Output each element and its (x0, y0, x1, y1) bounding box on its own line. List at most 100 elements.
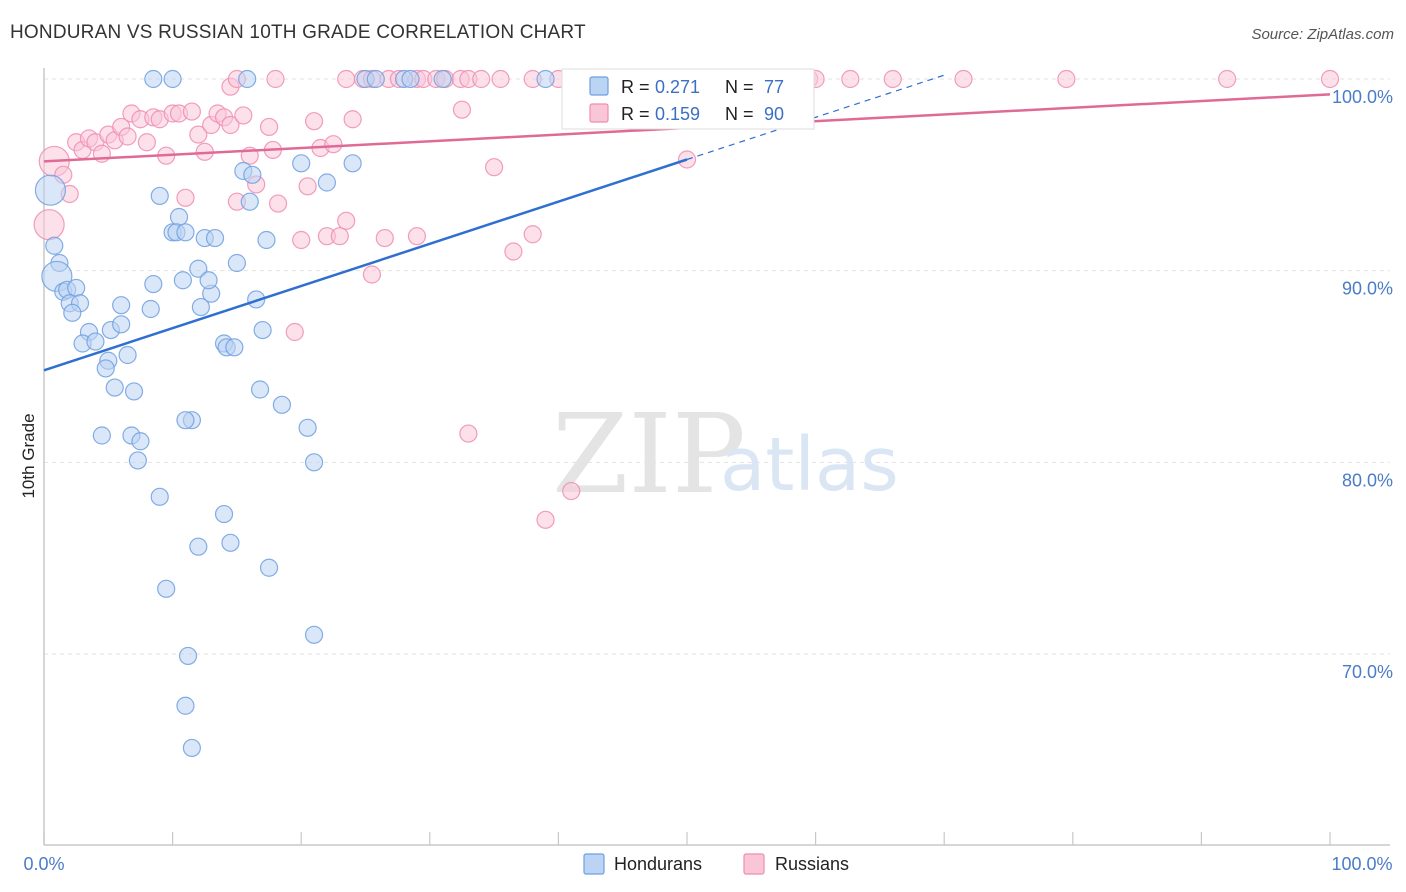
point-hondurans (227, 253, 246, 273)
point-russians (337, 211, 356, 230)
point-russians (189, 125, 208, 144)
y-tick-label: 70.0% (1342, 662, 1393, 682)
legend-r-value-hondurans: 0.271 (655, 77, 700, 97)
point-hondurans (128, 451, 147, 470)
legend-r-label-russians: R = (621, 104, 650, 124)
point-hondurans (63, 303, 82, 322)
y-tick-label: 90.0% (1342, 279, 1393, 299)
point-russians (259, 117, 279, 137)
point-hondurans (118, 345, 137, 365)
point-russians (343, 110, 362, 129)
point-hondurans (317, 173, 337, 192)
point-hondurans (176, 223, 195, 242)
legend-n-label-hondurans: N = (725, 77, 754, 97)
y-tick-labels: 100.0% 90.0% 80.0% 70.0% (1332, 87, 1393, 682)
point-hondurans (86, 332, 105, 351)
point-russians (137, 133, 156, 152)
point-russians (954, 69, 973, 89)
point-hondurans (240, 192, 259, 211)
point-russians (491, 69, 510, 89)
series-legend-swatch-hondurans (583, 853, 605, 875)
point-hondurans (343, 154, 362, 173)
point-russians (536, 510, 555, 529)
point-russians (562, 481, 581, 501)
point-hondurans (178, 646, 198, 666)
point-russians (407, 227, 427, 246)
point-russians (375, 228, 394, 248)
point-hondurans (144, 69, 163, 89)
series-legend-swatch-russians (743, 853, 765, 875)
watermark-zip: ZIP (552, 390, 746, 518)
point-hondurans (304, 453, 324, 472)
legend-swatch-hondurans (589, 76, 609, 96)
point-russians (1218, 69, 1237, 89)
y-axis-label: 10th Grade (19, 413, 38, 498)
point-hondurans (225, 338, 244, 357)
point-hondurans (112, 296, 131, 315)
legend-swatch-russians (589, 103, 609, 123)
point-russians (304, 112, 324, 131)
point-russians (472, 69, 491, 89)
point-hondurans (257, 230, 276, 250)
point-hondurans (144, 274, 163, 294)
point-hondurans (238, 69, 257, 89)
watermark-atlas: atlas (720, 422, 899, 508)
point-hondurans (214, 504, 234, 524)
x-tick-label-max: 100.0% (1331, 854, 1392, 874)
point-russians (285, 322, 304, 342)
point-russians (330, 227, 349, 246)
point-hondurans (124, 382, 144, 401)
point-hondurans (34, 174, 67, 206)
point-russians (337, 69, 356, 89)
point-hondurans (247, 290, 266, 309)
legend-n-value-hondurans: 77 (764, 77, 784, 97)
point-hondurans (182, 738, 201, 758)
point-russians (266, 69, 285, 89)
point-hondurans (433, 69, 452, 89)
point-hondurans (105, 378, 124, 397)
point-russians (182, 102, 201, 121)
trend-line-hondurans (43, 158, 688, 372)
series-legend: Hondurans Russians (583, 853, 849, 875)
x-tick-label-min: 0.0% (23, 854, 64, 874)
point-hondurans (189, 537, 208, 556)
point-hondurans (150, 487, 169, 506)
point-hondurans (243, 165, 262, 184)
point-hondurans (189, 259, 208, 278)
point-russians (324, 135, 343, 154)
series-legend-label-russians: Russians (775, 854, 849, 874)
point-russians (292, 230, 311, 250)
point-hondurans (176, 696, 195, 715)
point-russians (298, 177, 317, 196)
point-russians (176, 188, 195, 207)
point-hondurans (141, 299, 160, 319)
point-hondurans (157, 579, 176, 598)
series-legend-label-hondurans: Hondurans (614, 854, 702, 874)
point-hondurans (96, 359, 115, 378)
point-hondurans (205, 228, 225, 248)
point-hondurans (112, 315, 131, 334)
point-hondurans (250, 380, 270, 399)
point-hondurans (173, 271, 192, 290)
point-hondurans (131, 432, 150, 451)
point-russians (523, 225, 542, 244)
point-hondurans (366, 69, 385, 89)
point-hondurans (169, 207, 189, 227)
y-tick-label: 100.0% (1332, 87, 1393, 107)
point-hondurans (536, 69, 555, 89)
legend-r-value-russians: 0.159 (655, 104, 700, 124)
point-russians (234, 106, 253, 125)
point-hondurans (199, 271, 218, 290)
point-russians (883, 69, 902, 89)
point-russians (452, 100, 472, 119)
point-hondurans (221, 533, 240, 552)
point-russians (118, 127, 137, 146)
legend-n-label-russians: N = (725, 104, 754, 124)
point-hondurans (401, 69, 420, 89)
x-tick-marks (43, 832, 1331, 845)
point-russians (268, 194, 288, 213)
point-russians (362, 265, 382, 284)
chart-title: HONDURAN VS RUSSIAN 10TH GRADE CORRELATI… (10, 22, 586, 43)
point-hondurans (259, 558, 279, 577)
